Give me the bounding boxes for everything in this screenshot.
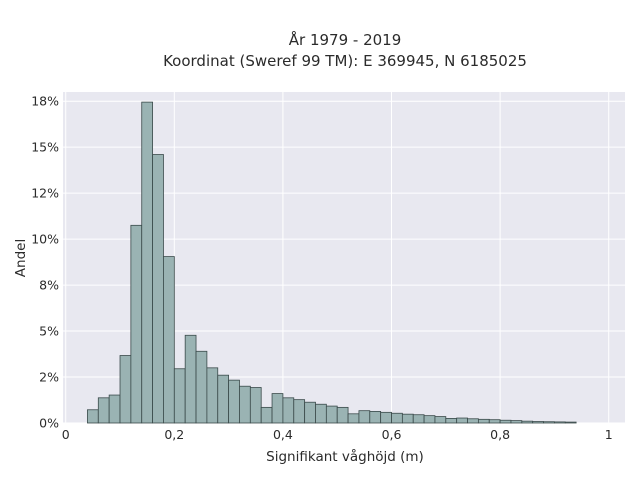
histogram-bar — [564, 421, 577, 424]
histogram-bar — [380, 411, 392, 424]
histogram-bar — [228, 379, 240, 424]
histogram-bar — [391, 412, 403, 424]
y-tick-label: 15% — [31, 140, 59, 155]
histogram-bar — [293, 399, 306, 424]
histogram-bar — [412, 414, 425, 424]
histogram-bar — [260, 406, 273, 424]
histogram-bar — [108, 394, 121, 424]
histogram-bar — [456, 417, 468, 424]
histogram-bar — [510, 420, 523, 424]
y-axis-ticks: 0% 2% 5% 8% 10% 12% 15% 18% — [31, 94, 59, 431]
histogram-bar — [97, 397, 110, 424]
chart-title-line1: År 1979 - 2019 — [289, 30, 402, 49]
histogram-bar — [119, 355, 132, 424]
histogram-bar — [282, 397, 295, 424]
histogram-bar — [467, 418, 479, 424]
histogram-bar — [336, 406, 349, 424]
histogram-bar — [325, 405, 338, 424]
histogram-bar — [87, 409, 99, 424]
y-tick-label: 0% — [39, 416, 59, 431]
x-axis-ticks: 0 0,2 0,4 0,6 0,8 1 — [62, 427, 613, 442]
histogram-bar — [369, 411, 382, 424]
histogram-bar — [163, 256, 175, 424]
x-tick-label: 0,4 — [273, 427, 293, 442]
histogram-bar — [358, 410, 371, 424]
histogram-bar — [249, 387, 262, 424]
x-axis-label: Signifikant våghöjd (m) — [266, 448, 424, 465]
histogram-bar — [543, 421, 555, 424]
histogram-bar — [347, 413, 360, 424]
histogram-bar — [521, 420, 534, 424]
histogram-bar — [206, 367, 219, 424]
x-tick-label: 0 — [62, 427, 70, 442]
histogram-bar — [304, 401, 316, 424]
histogram-bar — [184, 334, 197, 424]
y-axis-label: Andel — [13, 239, 29, 277]
y-tick-label: 12% — [31, 186, 59, 201]
histogram-bar — [499, 419, 512, 424]
histogram-bar — [554, 421, 566, 424]
chart-title-line2: Koordinat (Sweref 99 TM): E 369945, N 61… — [163, 52, 527, 70]
histogram-bar — [217, 374, 230, 424]
x-tick-label: 1 — [605, 427, 613, 442]
histogram-bar — [532, 421, 544, 424]
y-tick-label: 10% — [31, 232, 59, 247]
histogram-bar — [239, 385, 251, 424]
histogram-bar — [401, 413, 414, 424]
histogram-bar — [477, 418, 490, 424]
x-tick-label: 0,6 — [382, 427, 402, 442]
y-tick-label: 5% — [39, 324, 59, 339]
histogram-bar — [271, 393, 284, 424]
y-tick-label: 2% — [39, 370, 59, 385]
histogram-bar — [488, 419, 501, 424]
histogram-bar — [434, 416, 447, 424]
y-tick-label: 8% — [39, 278, 59, 293]
histogram-bar — [152, 154, 164, 424]
histogram-bar — [130, 224, 143, 424]
x-tick-label: 0,8 — [490, 427, 510, 442]
histogram-bar — [423, 415, 436, 424]
histogram-bars — [87, 101, 577, 424]
histogram-bar — [141, 101, 153, 424]
histogram-bar — [315, 403, 327, 424]
x-tick-label: 0,2 — [164, 427, 184, 442]
histogram-bar — [195, 350, 208, 424]
y-tick-label: 18% — [31, 94, 59, 109]
histogram-bar — [173, 368, 186, 424]
histogram-bar — [445, 418, 458, 424]
